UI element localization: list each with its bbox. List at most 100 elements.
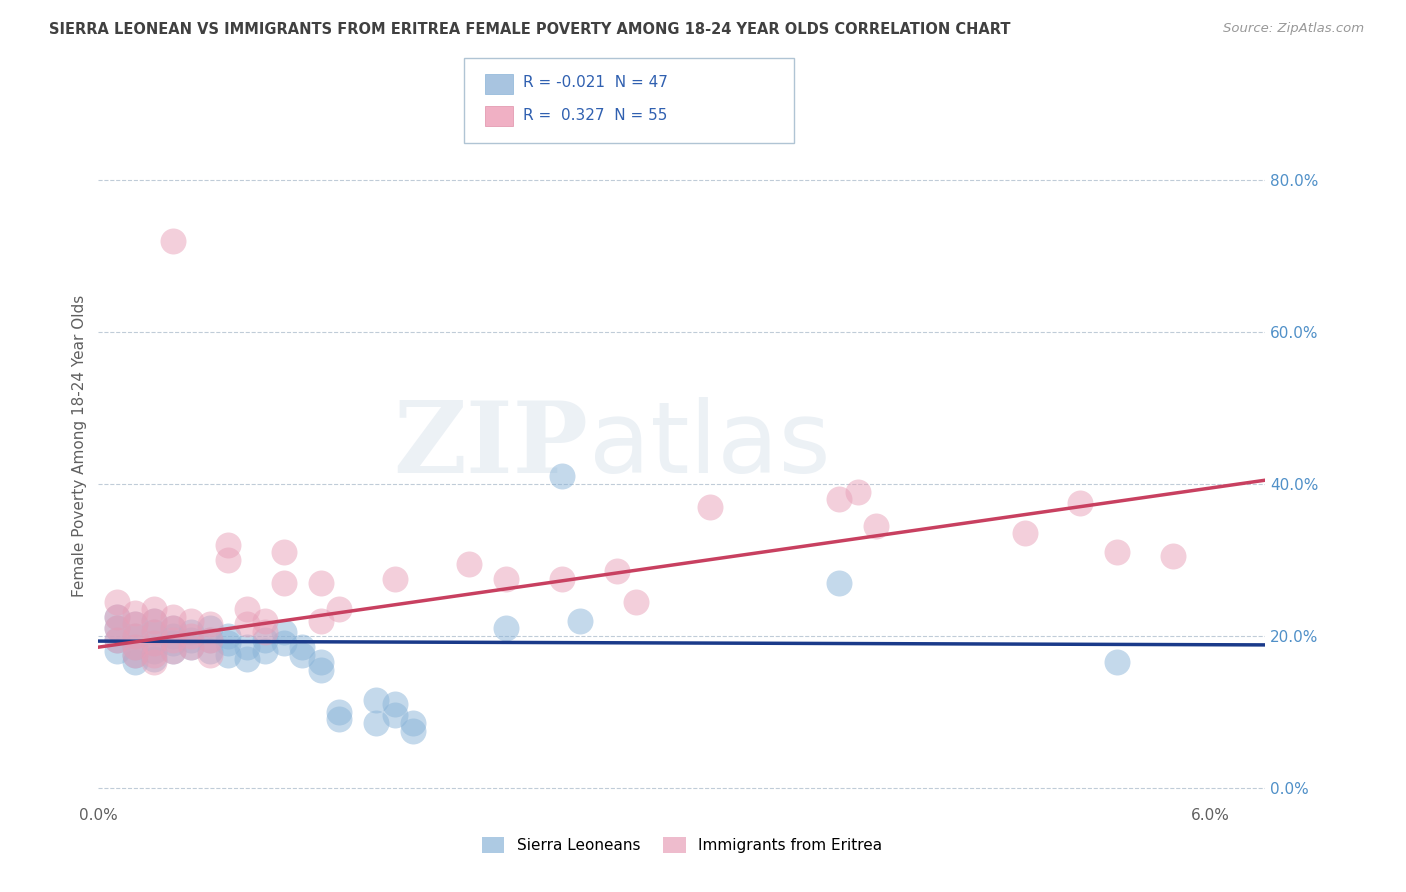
Point xyxy=(124,640,146,655)
Point xyxy=(366,716,388,731)
Point xyxy=(105,644,128,658)
Point xyxy=(105,594,128,608)
Point xyxy=(143,644,166,658)
Point xyxy=(495,572,517,586)
Point xyxy=(198,617,221,632)
Point xyxy=(569,614,592,628)
Point xyxy=(105,609,128,624)
Point xyxy=(124,617,146,632)
Point xyxy=(217,648,239,662)
Point xyxy=(1107,545,1129,559)
Point xyxy=(143,625,166,640)
Point xyxy=(384,572,406,586)
Point xyxy=(162,234,184,248)
Point xyxy=(162,632,184,647)
Point xyxy=(162,644,184,658)
Point xyxy=(143,614,166,628)
Point xyxy=(105,609,128,624)
Point xyxy=(606,564,628,578)
Text: R =  0.327  N = 55: R = 0.327 N = 55 xyxy=(523,108,668,122)
Point xyxy=(180,640,202,655)
Point xyxy=(143,625,166,640)
Point xyxy=(124,629,146,643)
Point xyxy=(457,557,479,571)
Point xyxy=(124,629,146,643)
Text: SIERRA LEONEAN VS IMMIGRANTS FROM ERITREA FEMALE POVERTY AMONG 18-24 YEAR OLDS C: SIERRA LEONEAN VS IMMIGRANTS FROM ERITRE… xyxy=(49,22,1011,37)
Point xyxy=(124,617,146,632)
Point xyxy=(162,636,184,650)
Point xyxy=(254,644,277,658)
Point xyxy=(366,693,388,707)
Point xyxy=(198,644,221,658)
Point xyxy=(143,648,166,662)
Point xyxy=(254,625,277,640)
Point xyxy=(143,651,166,665)
Point xyxy=(291,640,314,655)
Point xyxy=(180,629,202,643)
Point xyxy=(1069,496,1091,510)
Point xyxy=(105,621,128,635)
Y-axis label: Female Poverty Among 18-24 Year Olds: Female Poverty Among 18-24 Year Olds xyxy=(72,295,87,597)
Point xyxy=(624,594,647,608)
Point xyxy=(180,640,202,655)
Text: atlas: atlas xyxy=(589,398,830,494)
Point xyxy=(828,492,851,507)
Point xyxy=(180,632,202,647)
Point xyxy=(198,621,221,635)
Point xyxy=(217,553,239,567)
Point xyxy=(235,602,257,616)
Point xyxy=(124,648,146,662)
Point xyxy=(309,575,332,590)
Point xyxy=(291,648,314,662)
Point xyxy=(105,632,128,647)
Point xyxy=(235,640,257,655)
Point xyxy=(105,632,128,647)
Point xyxy=(328,602,350,616)
Point xyxy=(309,614,332,628)
Point xyxy=(699,500,721,514)
Point xyxy=(1014,526,1036,541)
Point xyxy=(550,469,572,483)
Point xyxy=(162,621,184,635)
Point xyxy=(180,614,202,628)
Point xyxy=(384,708,406,723)
Point xyxy=(235,651,257,665)
Point xyxy=(254,614,277,628)
Point xyxy=(309,656,332,670)
Point xyxy=(180,625,202,640)
Point xyxy=(143,602,166,616)
Point xyxy=(124,656,146,670)
Legend: Sierra Leoneans, Immigrants from Eritrea: Sierra Leoneans, Immigrants from Eritrea xyxy=(475,831,889,859)
Point xyxy=(198,632,221,647)
Point xyxy=(162,621,184,635)
Point xyxy=(162,644,184,658)
Point xyxy=(328,705,350,719)
Point xyxy=(309,663,332,677)
Point xyxy=(273,575,295,590)
Text: R = -0.021  N = 47: R = -0.021 N = 47 xyxy=(523,76,668,90)
Point xyxy=(402,716,425,731)
Point xyxy=(495,621,517,635)
Point xyxy=(217,636,239,650)
Text: Source: ZipAtlas.com: Source: ZipAtlas.com xyxy=(1223,22,1364,36)
Point xyxy=(217,629,239,643)
Point xyxy=(217,538,239,552)
Point xyxy=(124,640,146,655)
Point xyxy=(254,632,277,647)
Point xyxy=(328,712,350,726)
Point xyxy=(273,636,295,650)
Point xyxy=(384,697,406,711)
Text: ZIP: ZIP xyxy=(394,398,589,494)
Point xyxy=(143,636,166,650)
Point xyxy=(143,636,166,650)
Point xyxy=(273,625,295,640)
Point xyxy=(162,609,184,624)
Point xyxy=(828,575,851,590)
Point xyxy=(143,656,166,670)
Point xyxy=(124,606,146,620)
Point xyxy=(198,632,221,647)
Point xyxy=(124,648,146,662)
Point xyxy=(105,621,128,635)
Point xyxy=(1107,656,1129,670)
Point xyxy=(273,545,295,559)
